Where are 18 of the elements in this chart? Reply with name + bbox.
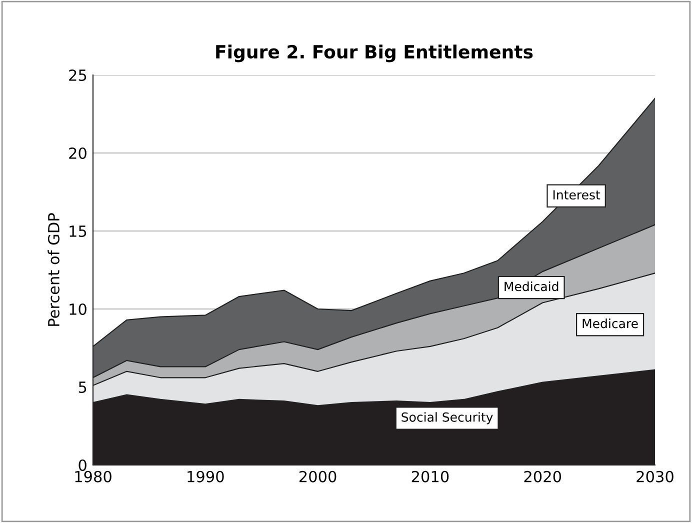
y-axis-title: Percent of GDP	[48, 213, 60, 326]
x-tick-label: 2000	[299, 470, 336, 482]
x-tick-label: 2010	[412, 470, 449, 482]
y-tick-label: 5	[78, 382, 86, 394]
chart-title: Figure 2. Four Big Entitlements	[216, 44, 533, 62]
y-tick-label: 10	[70, 303, 86, 316]
x-tick-label: 2030	[636, 470, 674, 482]
y-tick-label: 0	[78, 459, 86, 472]
x-tick-label: 1980	[75, 470, 112, 482]
series-label: Interest	[553, 190, 600, 200]
series-label: Social Security	[402, 412, 493, 424]
y-tick-label: 20	[69, 147, 86, 160]
y-tick-label: 15	[70, 226, 86, 238]
series-label: Medicaid	[504, 282, 558, 292]
series-label: Medicare	[582, 318, 638, 328]
y-tick-label: 25	[69, 69, 86, 82]
x-tick-label: 2020	[524, 470, 562, 482]
x-tick-label: 1990	[188, 470, 224, 482]
